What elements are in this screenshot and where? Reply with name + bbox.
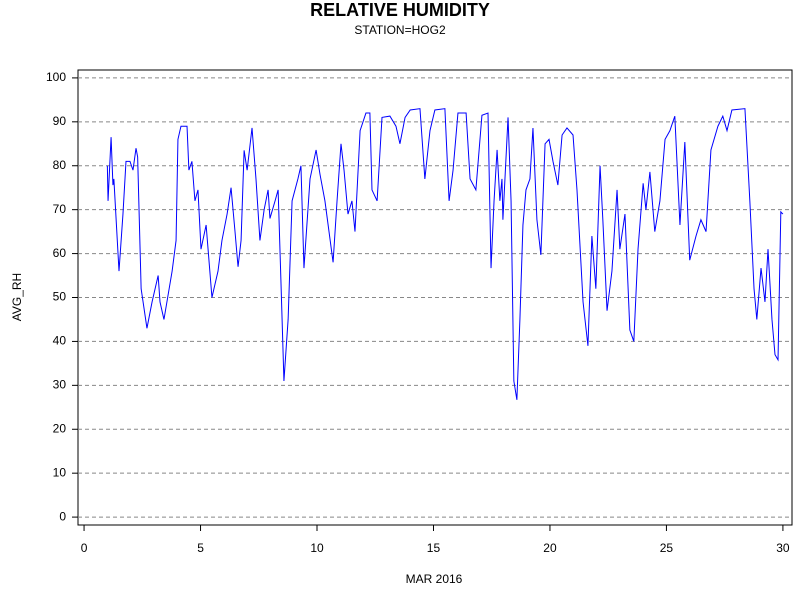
data-line [106,108,784,400]
y-tick-label: 50 [53,290,67,304]
y-axis-label: AVG_RH [10,273,24,321]
y-tick-label: 90 [53,114,67,128]
x-tick-label: 5 [197,541,204,555]
x-tick-label: 25 [660,541,674,555]
y-tick-label: 70 [53,202,67,216]
x-tick-label: 0 [81,541,88,555]
x-tick-label: 10 [310,541,324,555]
y-tick-label: 40 [53,334,67,348]
y-tick-label: 100 [46,70,66,84]
chart-subtitle: STATION=HOG2 [354,23,446,37]
x-tick-label: 15 [427,541,441,555]
y-tick-label: 60 [53,246,67,260]
x-tick-label: 20 [543,541,557,555]
y-tick-label: 20 [53,421,67,435]
y-tick-label: 30 [53,378,67,392]
y-tick-label: 0 [59,509,66,523]
y-tick-label: 10 [53,465,67,479]
y-tick-label: 80 [53,158,67,172]
x-tick-label: 30 [776,541,790,555]
chart-title: RELATIVE HUMIDITY [310,0,490,20]
x-axis-label: MAR 2016 [406,572,463,586]
